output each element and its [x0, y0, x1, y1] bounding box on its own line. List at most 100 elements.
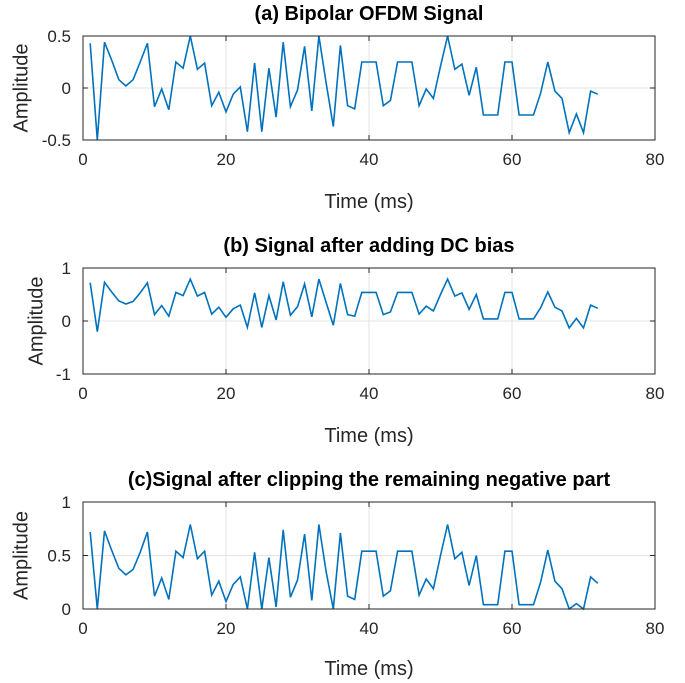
chart-title: (b) Signal after adding DC bias [223, 235, 514, 257]
data-point [268, 295, 270, 297]
data-point [361, 292, 363, 294]
data-point [132, 569, 134, 571]
data-point [483, 604, 485, 606]
data-point [161, 577, 163, 579]
data-point [547, 549, 549, 551]
data-point [168, 599, 170, 601]
data-point [447, 524, 449, 526]
data-point [325, 82, 327, 84]
data-point [304, 283, 306, 285]
data-point [561, 588, 563, 590]
data-point [497, 604, 499, 606]
data-point [254, 62, 256, 64]
y-tick-label: 0 [62, 79, 71, 98]
data-point [175, 292, 177, 294]
chart-title: (a) Bipolar OFDM Signal [255, 3, 484, 25]
data-point [368, 61, 370, 63]
data-point [540, 307, 542, 309]
data-point [561, 310, 563, 312]
data-point [383, 105, 385, 107]
data-point [118, 568, 120, 570]
data-point [139, 551, 141, 553]
data-point [361, 61, 363, 63]
data-point [583, 132, 585, 134]
data-point [483, 114, 485, 116]
x-tick-label: 40 [360, 619, 379, 638]
data-point [197, 295, 199, 297]
x-tick-label: 80 [646, 619, 665, 638]
y-tick-label: 1 [62, 259, 71, 278]
data-point [325, 571, 327, 573]
data-point [182, 557, 184, 559]
data-point [540, 92, 542, 94]
data-point [225, 316, 227, 318]
data-point [576, 318, 578, 320]
data-point [125, 303, 127, 305]
data-point [218, 91, 220, 93]
x-tick-label: 60 [503, 619, 522, 638]
data-point [168, 315, 170, 317]
data-point [132, 301, 134, 303]
series-line [89, 35, 599, 141]
data-point [147, 531, 149, 533]
data-point [390, 311, 392, 313]
data-point [232, 584, 234, 586]
data-point [225, 111, 227, 113]
data-point [340, 283, 342, 285]
data-point [311, 110, 313, 112]
data-point [418, 313, 420, 315]
data-point [268, 67, 270, 69]
data-point [433, 588, 435, 590]
data-point [368, 550, 370, 552]
data-point [418, 105, 420, 107]
data-point [318, 278, 320, 280]
data-point [411, 550, 413, 552]
data-point [568, 132, 570, 134]
data-point [568, 327, 570, 329]
data-point [347, 105, 349, 107]
x-tick-label: 20 [217, 619, 236, 638]
x-axis-label: Time (ms) [324, 191, 413, 213]
data-point [454, 295, 456, 297]
data-point [375, 61, 377, 63]
data-point [189, 524, 191, 526]
data-point [461, 292, 463, 294]
data-point [425, 88, 427, 90]
chart-title: (c)Signal after clipping the remaining n… [128, 469, 611, 491]
data-point [161, 305, 163, 307]
data-point [175, 61, 177, 63]
data-point [490, 604, 492, 606]
data-point [161, 88, 163, 90]
data-point [332, 126, 334, 128]
data-point [433, 310, 435, 312]
data-point [490, 318, 492, 320]
data-point [397, 61, 399, 63]
data-point [275, 319, 277, 321]
data-point [547, 61, 549, 63]
x-tick-label: 60 [503, 150, 522, 169]
x-axis-label: Time (ms) [324, 658, 413, 680]
series-line [89, 524, 599, 611]
data-point [290, 314, 292, 316]
data-point [311, 316, 313, 318]
data-point [332, 324, 334, 326]
data-point [511, 550, 513, 552]
data-point [518, 318, 520, 320]
data-point [282, 281, 284, 283]
data-point [411, 61, 413, 63]
data-point [526, 114, 528, 116]
x-tick-label: 40 [360, 150, 379, 169]
data-point [254, 551, 256, 553]
data-point [268, 557, 270, 559]
data-point [125, 574, 127, 576]
data-point [154, 314, 156, 316]
data-point [425, 305, 427, 307]
data-point [383, 314, 385, 316]
data-point [354, 599, 356, 601]
x-tick-label: 0 [78, 619, 87, 638]
data-point [240, 304, 242, 306]
data-point [554, 580, 556, 582]
data-point [104, 282, 106, 284]
data-point [411, 292, 413, 294]
